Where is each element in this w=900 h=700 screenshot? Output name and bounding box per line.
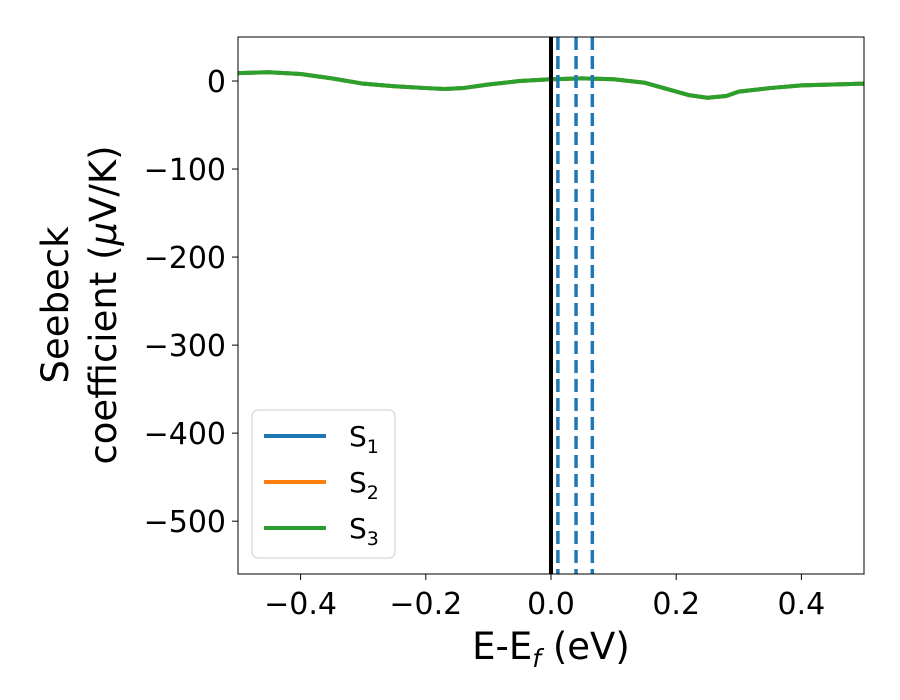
- legend-label-s3: S3: [349, 512, 379, 550]
- x-axis-label: E-Ef (eV): [472, 625, 630, 673]
- y-axis-label-line2: coefficient (μV/K): [82, 145, 125, 464]
- x-tick-label: 0.0: [527, 587, 575, 622]
- x-tick-label: 0.4: [778, 587, 826, 622]
- series-line-3: [238, 70, 864, 100]
- y-tick-label: −500: [144, 505, 226, 540]
- y-axis-label-line1: Seebeck: [34, 226, 77, 384]
- y-tick-label: −400: [144, 417, 226, 452]
- y-tick-label: −300: [144, 329, 226, 364]
- y-tick-label: −200: [144, 241, 226, 276]
- x-tick-label: −0.2: [389, 587, 462, 622]
- x-tick-label: −0.4: [264, 587, 337, 622]
- y-axis-label: Seebeck coefficient (μV/K): [34, 145, 125, 464]
- legend: S1 S2 S3: [251, 409, 396, 559]
- legend-label-s1: S1: [349, 420, 379, 458]
- plot-area: [238, 37, 864, 574]
- y-tick-label: −100: [144, 153, 226, 188]
- legend-label-s2: S2: [349, 466, 379, 504]
- axes: −0.4 −0.2 0.0 0.2 0.4 0 −100 −200 −300 −400 −500: [144, 65, 826, 622]
- y-tick-label: 0: [207, 65, 226, 100]
- x-tick-label: 0.2: [652, 587, 700, 622]
